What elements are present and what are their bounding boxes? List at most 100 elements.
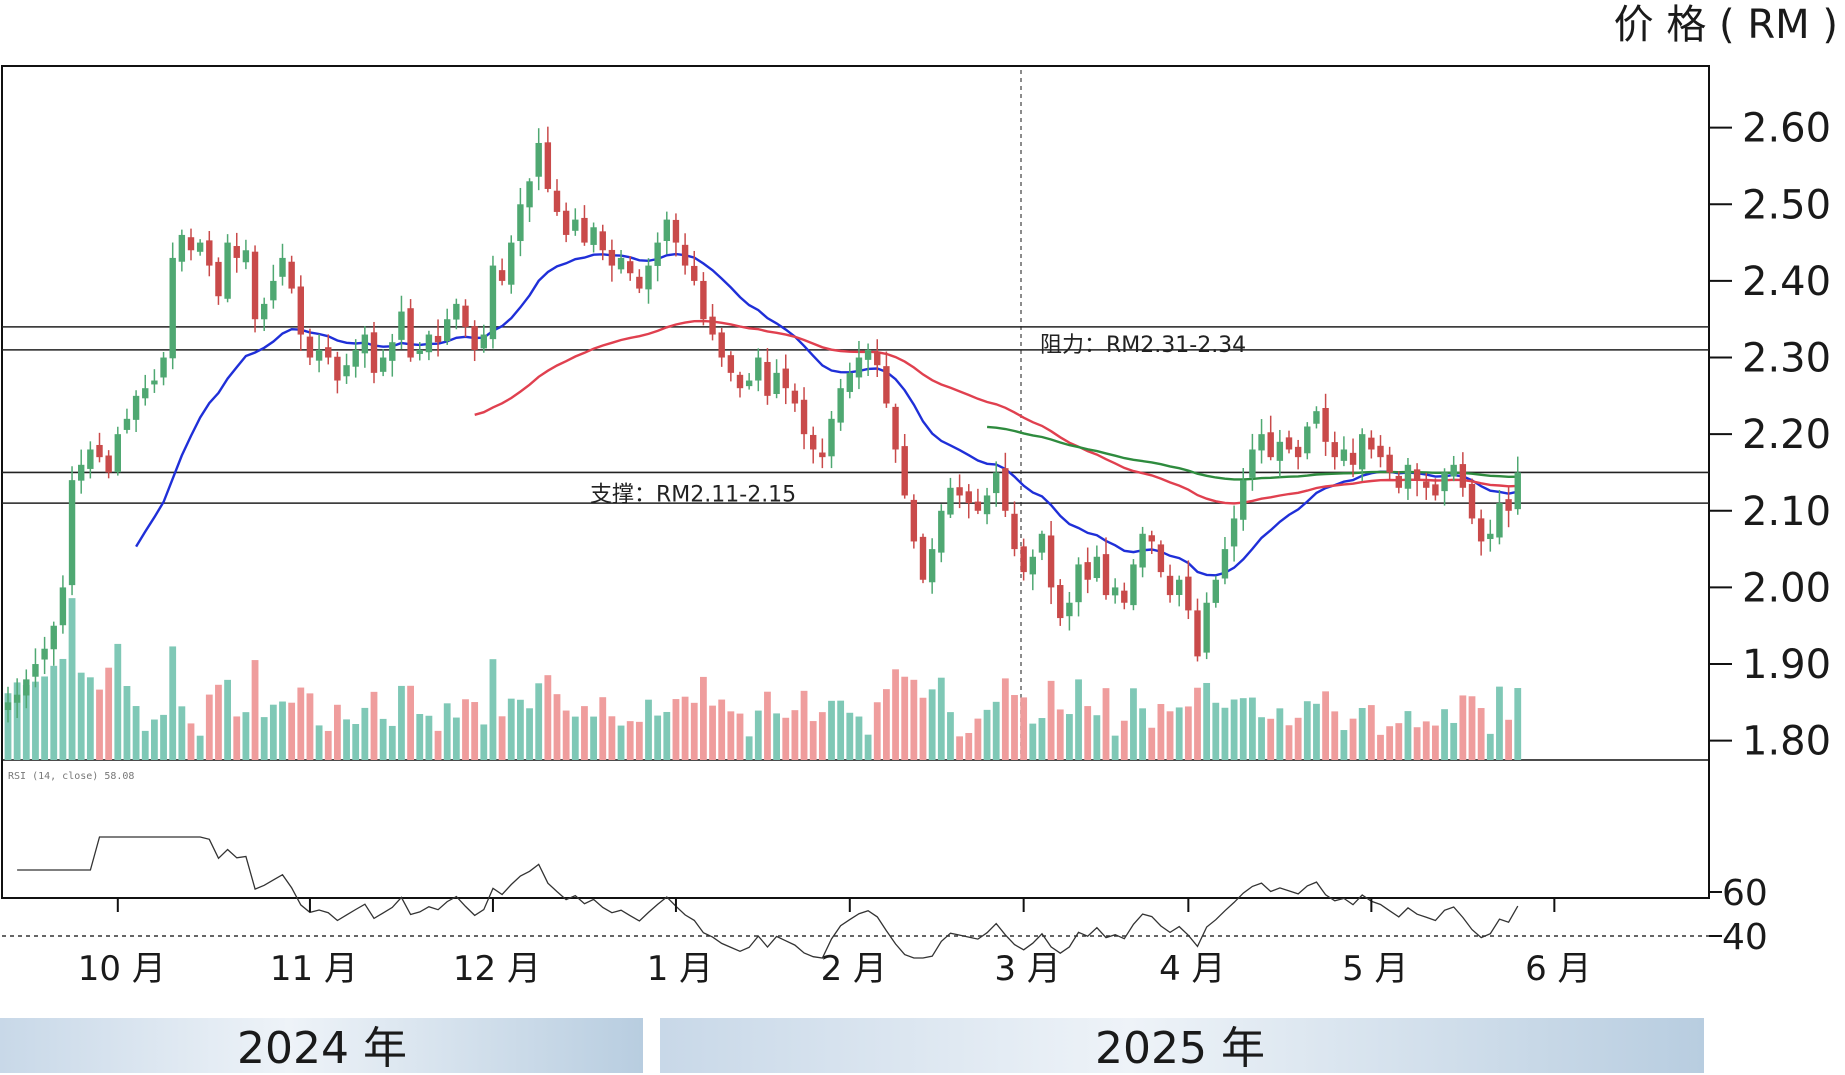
price-tick-label: 2.30 xyxy=(1742,336,1831,382)
volume-bar xyxy=(1011,695,1018,760)
volume-bar xyxy=(471,702,479,760)
candle-body xyxy=(471,326,478,350)
candle-body xyxy=(1477,518,1485,542)
candle-body xyxy=(1413,469,1421,481)
volume-bar xyxy=(828,700,835,760)
candle-body xyxy=(1496,503,1503,538)
rsi-tick-label: 60 xyxy=(1722,873,1768,914)
volume-bar xyxy=(1358,707,1366,760)
volume-bar xyxy=(407,685,414,760)
volume-bar xyxy=(288,702,296,760)
year-banner-2025 xyxy=(660,1018,1704,1073)
candle-body xyxy=(1002,468,1009,511)
level-bands: 阻力：RM2.31-2.34 支撑：RM2.11-2.15 xyxy=(2,326,1709,507)
volume-bar xyxy=(599,697,607,760)
volume-bar xyxy=(178,706,186,760)
month-tick-label: 4 月 xyxy=(1159,949,1225,989)
volume-bar xyxy=(1505,719,1512,760)
ema-60-line xyxy=(474,319,1518,505)
volume-bar xyxy=(1450,722,1458,760)
candle-body xyxy=(791,390,799,404)
candle-body xyxy=(672,219,680,243)
candle-body xyxy=(187,237,195,251)
month-tick-label: 5 月 xyxy=(1342,949,1408,989)
volume-bar xyxy=(4,693,12,760)
candle-body xyxy=(1459,464,1467,488)
volume-bar xyxy=(196,735,204,760)
volume-bar xyxy=(361,707,369,760)
volume-bar xyxy=(50,665,58,760)
volume-bar xyxy=(1258,717,1265,760)
volume-bar xyxy=(1166,711,1174,760)
volume-bar xyxy=(581,706,588,760)
volume-bar xyxy=(700,676,707,760)
volume-bar xyxy=(169,646,177,760)
candle-body xyxy=(288,261,295,289)
candle-body xyxy=(819,452,826,458)
volume-bar xyxy=(1038,718,1046,760)
volume-bar xyxy=(1276,708,1284,760)
rsi-tick-label: 40 xyxy=(1722,917,1768,958)
volume-bar xyxy=(709,705,716,760)
candle-body xyxy=(105,455,112,473)
volume-bar xyxy=(1477,708,1485,760)
candle-body xyxy=(691,265,698,281)
volume-bar xyxy=(1432,725,1439,760)
volume-bar xyxy=(123,686,131,760)
volume-bar xyxy=(562,710,570,760)
candle-body xyxy=(1075,564,1082,603)
price-tick-label: 1.90 xyxy=(1742,642,1831,688)
candle-body xyxy=(1084,562,1091,580)
rsi-legend: RSI (14, close) 58.08 xyxy=(8,771,134,782)
candle-body xyxy=(114,434,121,473)
volume-bar xyxy=(86,677,94,760)
candle-body xyxy=(508,242,515,285)
volume-bar xyxy=(388,725,396,760)
volume-bar xyxy=(681,696,689,760)
price-tick-label: 2.20 xyxy=(1742,412,1831,458)
candle-body xyxy=(755,357,762,381)
candle-body xyxy=(1368,437,1375,450)
candle-body xyxy=(96,444,103,458)
volume-bar xyxy=(1285,725,1293,760)
volume-bar xyxy=(1294,717,1302,760)
month-tick-label: 10 月 xyxy=(78,949,166,989)
volume-bar xyxy=(77,672,85,760)
volume-bar xyxy=(352,724,360,760)
candle-body xyxy=(370,332,378,373)
candle-body xyxy=(736,374,744,389)
candle-body xyxy=(874,352,881,366)
volume-bar xyxy=(1093,715,1101,760)
volume-bar xyxy=(1496,686,1503,760)
volume-bar xyxy=(956,736,963,760)
candle-body xyxy=(306,336,314,358)
volume-bar xyxy=(1066,714,1073,760)
price-tick-label: 1.80 xyxy=(1742,719,1831,765)
candle-body xyxy=(965,491,972,504)
volume-bar xyxy=(947,712,954,760)
volume-bar xyxy=(1203,682,1211,760)
candle-body xyxy=(681,244,689,266)
candle-body xyxy=(59,587,67,626)
volume-bar xyxy=(1230,699,1238,760)
volume-bar xyxy=(260,717,268,760)
candle-body xyxy=(1487,533,1494,540)
volume-bar xyxy=(1340,730,1348,760)
volume-bar xyxy=(1468,696,1476,760)
volume-bar xyxy=(764,691,771,760)
candle-body xyxy=(828,418,835,457)
candle-body xyxy=(1258,434,1265,451)
candle-body xyxy=(1514,472,1521,510)
volume-bar xyxy=(782,717,790,760)
candle-body xyxy=(50,625,57,650)
volume-bar xyxy=(1047,680,1055,760)
volume-bar xyxy=(535,683,543,760)
candle-body xyxy=(562,210,570,235)
candle-body xyxy=(123,418,131,430)
volume-bar xyxy=(151,719,158,760)
volume-bar xyxy=(1322,691,1329,760)
candle-body xyxy=(1404,464,1412,489)
candle-body xyxy=(627,261,634,274)
candle-body xyxy=(1285,437,1293,450)
